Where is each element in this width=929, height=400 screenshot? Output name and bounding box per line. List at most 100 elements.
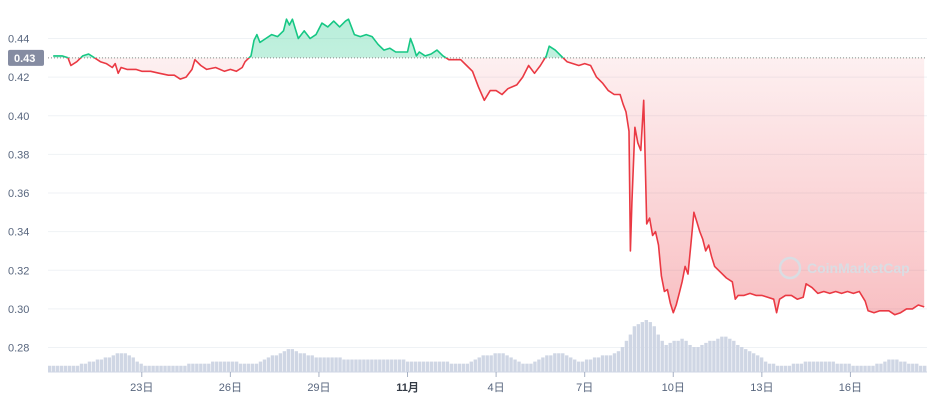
- volume-bar: [449, 363, 454, 372]
- volume-bar: [290, 349, 294, 372]
- volume-bar: [401, 359, 406, 372]
- volume-bar: [839, 363, 843, 372]
- volume-bar: [187, 363, 191, 372]
- volume-bar: [557, 353, 561, 372]
- volume-bar: [632, 326, 637, 372]
- y-tick-label: 0.38: [8, 149, 29, 161]
- volume-bar: [513, 359, 517, 372]
- volume-bar: [644, 320, 648, 372]
- volume-bar: [795, 363, 800, 372]
- volume-bar: [600, 355, 605, 372]
- volume-bar: [131, 357, 135, 372]
- volume-bar: [569, 357, 573, 372]
- volume-bar: [485, 355, 489, 372]
- volume-bar: [608, 355, 613, 372]
- volume-bar: [183, 365, 187, 372]
- volume-bar: [787, 365, 792, 372]
- volume-bar: [338, 357, 342, 372]
- volume-bar: [696, 347, 700, 372]
- volume-bar: [254, 363, 259, 372]
- volume-bar: [250, 363, 255, 372]
- volume-bar: [330, 357, 334, 372]
- volume-bar: [692, 347, 696, 372]
- volume-bar: [517, 361, 521, 372]
- y-axis: 0.28 0.30 0.32 0.34 0.36 0.38 0.40 0.42 0.44: [8, 34, 29, 355]
- volume-bar: [191, 363, 195, 372]
- volume-bar: [855, 365, 859, 372]
- volume-bar: [728, 338, 732, 372]
- volume-bar: [386, 359, 390, 372]
- volume-bar: [382, 359, 386, 372]
- volume-bar: [453, 363, 458, 372]
- volume-bar: [274, 355, 279, 372]
- current-price-label: 0.43: [14, 53, 35, 65]
- volume-bar: [179, 365, 183, 372]
- volume-bar: [720, 336, 724, 372]
- volume-bar: [107, 357, 112, 372]
- volume-bar: [461, 363, 466, 372]
- volume-bar: [676, 340, 680, 372]
- volume-bar: [911, 363, 915, 372]
- volume-bar: [469, 361, 473, 372]
- volume-bar: [640, 322, 645, 372]
- volume-bar: [791, 363, 796, 372]
- volume-bar: [636, 324, 641, 372]
- volume-bar: [879, 363, 883, 372]
- volume-bar: [553, 353, 557, 372]
- volume-bar: [867, 365, 871, 372]
- volume-bar: [771, 363, 776, 372]
- volume-bar: [207, 363, 211, 372]
- volume-bar: [903, 361, 907, 372]
- volume-bar: [851, 365, 855, 372]
- volume-bar: [59, 365, 64, 372]
- volume-bar: [477, 357, 481, 372]
- x-axis: 23日 26日 29日 11月 4日 7日 10日 13日 16日: [48, 371, 927, 394]
- volume-bar: [541, 357, 545, 372]
- volume-bar: [533, 361, 537, 372]
- volume-bar: [258, 361, 263, 372]
- volume-bar: [314, 357, 318, 372]
- volume-bar: [433, 361, 438, 372]
- volume-bar: [270, 355, 275, 372]
- x-tick-label: 4日: [488, 382, 505, 394]
- volume-bar: [775, 365, 780, 372]
- volume-bar: [656, 334, 660, 372]
- volume-bar: [660, 340, 664, 372]
- volume-bar: [604, 355, 609, 372]
- y-tick-label: 0.42: [8, 72, 29, 84]
- volume-bar: [334, 357, 338, 372]
- x-tick-label: 10日: [662, 382, 685, 394]
- volume-bar: [246, 363, 251, 372]
- volume-bar: [875, 363, 879, 372]
- volume-bar: [561, 353, 565, 372]
- volume-bar: [322, 357, 326, 372]
- y-tick-label: 0.32: [8, 265, 29, 277]
- volume-bar: [294, 351, 298, 372]
- x-tick-label: 16日: [839, 382, 862, 394]
- volume-bar: [87, 361, 92, 372]
- volume-bar: [588, 359, 593, 372]
- volume-bar: [437, 361, 442, 372]
- volume-bar: [103, 357, 108, 372]
- volume-bar: [815, 361, 820, 372]
- volume-bar: [350, 359, 354, 372]
- y-tick-label: 0.40: [8, 111, 29, 123]
- volume-bar: [167, 365, 171, 372]
- volume-bar: [811, 361, 816, 372]
- x-tick-label: 7日: [576, 382, 593, 394]
- volume-bar: [648, 322, 652, 372]
- volume-bar: [135, 361, 139, 372]
- coinmarketcap-logo-icon: [778, 256, 802, 280]
- volume-bar: [223, 361, 227, 372]
- volume-bars: [48, 320, 927, 372]
- volume-bar: [139, 363, 143, 372]
- volume-bar: [155, 365, 159, 372]
- volume-bar: [576, 361, 581, 372]
- volume-bar: [91, 361, 96, 372]
- volume-bar: [147, 365, 151, 372]
- volume-bar: [545, 355, 549, 372]
- volume-bar: [370, 359, 374, 372]
- volume-bar: [783, 365, 788, 372]
- volume-bar: [489, 355, 493, 372]
